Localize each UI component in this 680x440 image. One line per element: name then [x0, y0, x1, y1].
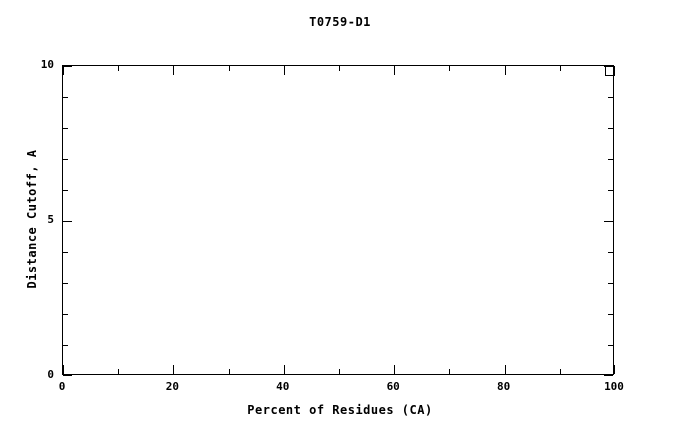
y-axis-major-tick — [63, 221, 72, 222]
x-axis-top-minor-tick — [339, 66, 340, 71]
y-axis-tick-label: 10 — [40, 58, 54, 71]
y-axis-tick-label: 5 — [47, 213, 54, 226]
y-axis-right-minor-tick — [608, 159, 613, 160]
x-axis-minor-tick — [449, 369, 450, 374]
x-axis-top-major-tick — [63, 66, 64, 75]
x-axis-tick-label: 40 — [276, 380, 290, 393]
x-axis-minor-tick — [118, 369, 119, 374]
plot-area — [62, 65, 615, 376]
y-axis-right-major-tick — [604, 375, 613, 376]
x-axis-major-tick — [284, 365, 285, 374]
x-axis-top-major-tick — [505, 66, 506, 75]
x-axis-minor-tick — [229, 369, 230, 374]
chart-title: T0759-D1 — [309, 15, 371, 29]
x-axis-tick-label: 80 — [496, 380, 511, 393]
y-axis-minor-tick — [63, 283, 68, 284]
x-axis-top-minor-tick — [229, 66, 230, 71]
data-point-marker — [605, 66, 615, 76]
x-axis-major-tick — [614, 365, 615, 374]
y-axis-minor-tick — [63, 190, 68, 191]
x-axis-top-minor-tick — [118, 66, 119, 71]
x-axis-major-tick — [505, 365, 506, 374]
x-axis-tick-label: 0 — [58, 380, 66, 393]
y-axis-major-tick — [63, 66, 72, 67]
x-axis-tick-label: 100 — [604, 380, 624, 393]
x-axis-top-major-tick — [284, 66, 285, 75]
y-axis-right-minor-tick — [608, 283, 613, 284]
y-axis-minor-tick — [63, 345, 68, 346]
y-axis-right-major-tick — [604, 221, 613, 222]
y-axis-minor-tick — [63, 97, 68, 98]
y-axis-right-minor-tick — [608, 97, 613, 98]
x-axis-major-tick — [63, 365, 64, 374]
x-axis-label: Percent of Residues (CA) — [247, 403, 433, 417]
x-axis-major-tick — [394, 365, 395, 374]
y-axis-tick-label: 0 — [47, 368, 54, 381]
x-axis-minor-tick — [339, 369, 340, 374]
y-axis-major-tick — [63, 375, 72, 376]
y-axis-minor-tick — [63, 159, 68, 160]
x-axis-top-minor-tick — [560, 66, 561, 71]
x-axis-tick-label: 60 — [386, 380, 400, 393]
y-axis-right-minor-tick — [608, 314, 613, 315]
y-axis-minor-tick — [63, 128, 68, 129]
x-axis-top-major-tick — [173, 66, 174, 75]
x-axis-major-tick — [173, 365, 174, 374]
x-axis-top-major-tick — [394, 66, 395, 75]
x-axis-tick-label: 20 — [165, 380, 180, 393]
y-axis-right-minor-tick — [608, 345, 613, 346]
y-axis-minor-tick — [63, 252, 68, 253]
x-axis-minor-tick — [560, 369, 561, 374]
y-axis-minor-tick — [63, 314, 68, 315]
y-axis-right-minor-tick — [608, 190, 613, 191]
y-axis-right-minor-tick — [608, 252, 613, 253]
x-axis-top-minor-tick — [449, 66, 450, 71]
y-axis-right-minor-tick — [608, 128, 613, 129]
